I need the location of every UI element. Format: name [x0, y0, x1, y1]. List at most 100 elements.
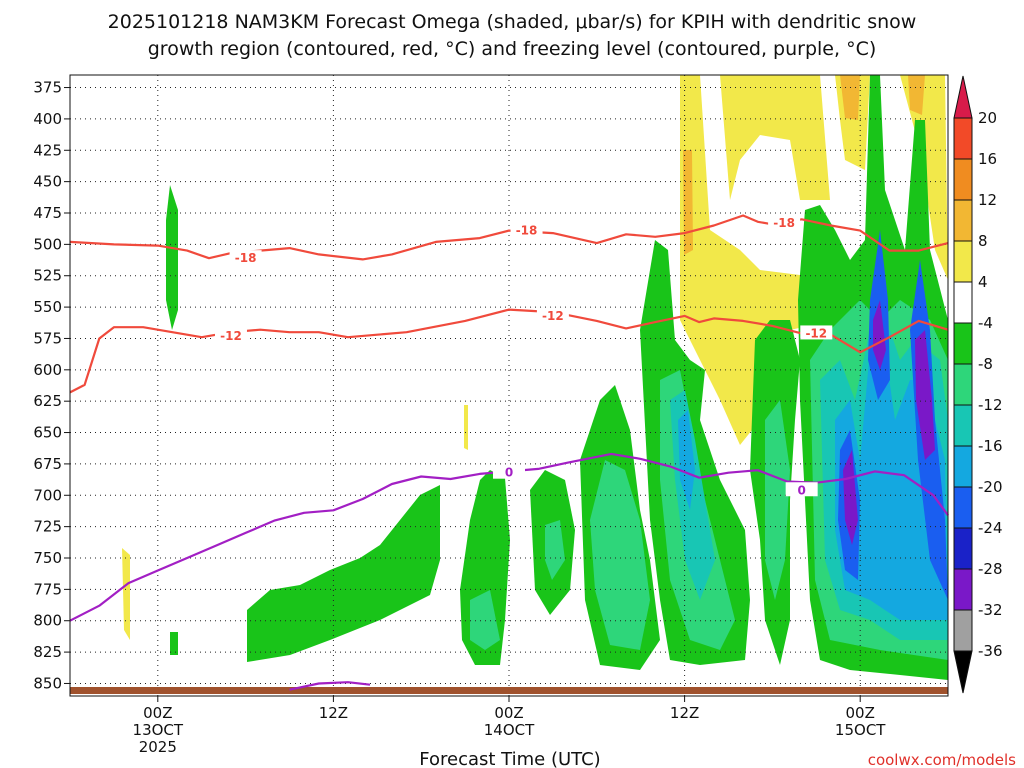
colorbar-bottom-arrow	[953, 650, 973, 694]
omega-negative-region	[545, 520, 565, 580]
omega-negative-region	[765, 400, 790, 600]
x-tick-label: 12Z	[319, 704, 348, 722]
y-tick-label: 675	[33, 455, 62, 473]
colorbar-segment	[953, 527, 973, 570]
terrain-strip	[70, 687, 948, 694]
colorbar-segment	[953, 158, 973, 201]
y-axis: 375 400 425 450 475 500 525 550 575 600 625 650 675 7…	[33, 79, 70, 692]
colorbar: 20 16 12 8 4 -4 -8 -12 -16 -20 -24 -28 -32 -36	[953, 75, 1003, 694]
contour-label-bg	[510, 222, 543, 237]
contour-label: 0	[505, 466, 513, 480]
y-tick-label: 800	[33, 612, 62, 630]
omega-positive-region	[720, 75, 830, 200]
omega-negative-region	[843, 450, 858, 545]
colorbar-segment	[953, 117, 973, 160]
contour-line	[289, 681, 371, 691]
contour-label: -18	[773, 216, 795, 230]
contour-label: 0	[797, 483, 805, 497]
y-tick-label: 775	[33, 580, 62, 598]
x-tick-label: 13OCT	[133, 721, 184, 739]
colorbar-segment	[953, 199, 973, 242]
colorbar-segment	[953, 404, 973, 447]
y-tick-label: 825	[33, 643, 62, 661]
x-tick-label: 15OCT	[835, 721, 886, 739]
x-tick-label: 12Z	[670, 704, 699, 722]
x-tick-label: 00Z	[846, 704, 875, 722]
colorbar-tick-label: 16	[978, 150, 997, 168]
contour-label-bg	[800, 325, 833, 340]
colorbar-segment	[953, 486, 973, 529]
colorbar-tick-label: -12	[978, 396, 1003, 414]
y-tick-label: 575	[33, 329, 62, 347]
contour-label-bg	[785, 482, 818, 497]
contour-label-bg	[768, 215, 801, 230]
colorbar-segment	[953, 568, 973, 611]
y-tick-label: 500	[33, 235, 62, 253]
colorbar-segment	[953, 609, 973, 652]
omega-positive-region	[464, 405, 468, 450]
contour-label: -12	[542, 309, 564, 323]
contour-label: -18	[235, 251, 257, 265]
colorbar-tick-label: -8	[978, 355, 993, 373]
y-tick-label: 650	[33, 424, 62, 442]
x-tick-label: 00Z	[143, 704, 172, 722]
x-axis-label: Forecast Time (UTC)	[419, 749, 600, 768]
colorbar-tick-label: 8	[978, 232, 988, 250]
y-tick-label: 700	[33, 486, 62, 504]
y-tick-label: 550	[33, 298, 62, 316]
y-tick-label: 400	[33, 110, 62, 128]
omega-negative-region	[678, 410, 695, 510]
colorbar-tick-label: -20	[978, 478, 1003, 496]
colorbar-tick-label: 4	[978, 273, 988, 291]
y-tick-label: 525	[33, 267, 62, 285]
omega-negative-region	[170, 632, 178, 655]
colorbar-segment	[953, 363, 973, 406]
omega-positive-region	[683, 150, 693, 255]
omega-positive-region	[908, 75, 925, 115]
contour-label: -12	[220, 329, 242, 343]
x-tick-label: 14OCT	[484, 721, 535, 739]
contour-label: -18	[516, 224, 538, 238]
omega-negative-region	[166, 185, 178, 330]
colorbar-tick-label: -24	[978, 519, 1003, 537]
omega-negative-region	[873, 300, 886, 370]
y-tick-label: 725	[33, 518, 62, 536]
y-tick-label: 750	[33, 549, 62, 567]
contour-label-bg	[536, 307, 569, 322]
colorbar-tick-label: -32	[978, 601, 1003, 619]
contour-label-bg	[214, 327, 247, 342]
colorbar-tick-label: -28	[978, 560, 1003, 578]
colorbar-segment	[953, 445, 973, 488]
x-tick-label: 2025	[139, 738, 177, 756]
omega-positive-region	[900, 75, 948, 280]
contour-label-bg	[229, 250, 262, 265]
contours: -18 -18 -18 -12 -12 -12 0 0	[69, 214, 949, 691]
omega-positive-region	[840, 75, 860, 120]
colorbar-segment	[953, 322, 973, 365]
chart-title-line-1: 2025101218 NAM3KM Forecast Omega (shaded…	[108, 11, 917, 33]
chart-title-line-2: growth region (contoured, red, °C) and f…	[148, 38, 877, 60]
omega-negative-region	[247, 485, 440, 662]
omega-negative-region	[915, 330, 935, 460]
x-tick-label: 00Z	[494, 704, 523, 722]
colorbar-tick-label: -4	[978, 314, 993, 332]
credit-text: coolwx.com/models	[868, 751, 1016, 768]
colorbar-segment	[953, 281, 973, 324]
y-tick-label: 425	[33, 141, 62, 159]
omega-positive-region	[122, 548, 130, 640]
omega-negative-region	[590, 460, 650, 650]
y-tick-label: 850	[33, 674, 62, 692]
contour-label: -12	[805, 326, 827, 340]
y-tick-label: 450	[33, 173, 62, 191]
omega-negative-region	[470, 590, 500, 650]
colorbar-top-arrow	[953, 75, 973, 119]
colorbar-tick-label: -16	[978, 437, 1003, 455]
colorbar-tick-label: -36	[978, 642, 1003, 660]
gridlines	[70, 75, 948, 696]
y-tick-label: 600	[33, 361, 62, 379]
omega-positive-region	[680, 75, 835, 445]
y-tick-label: 625	[33, 392, 62, 410]
colorbar-tick-label: 12	[978, 191, 997, 209]
